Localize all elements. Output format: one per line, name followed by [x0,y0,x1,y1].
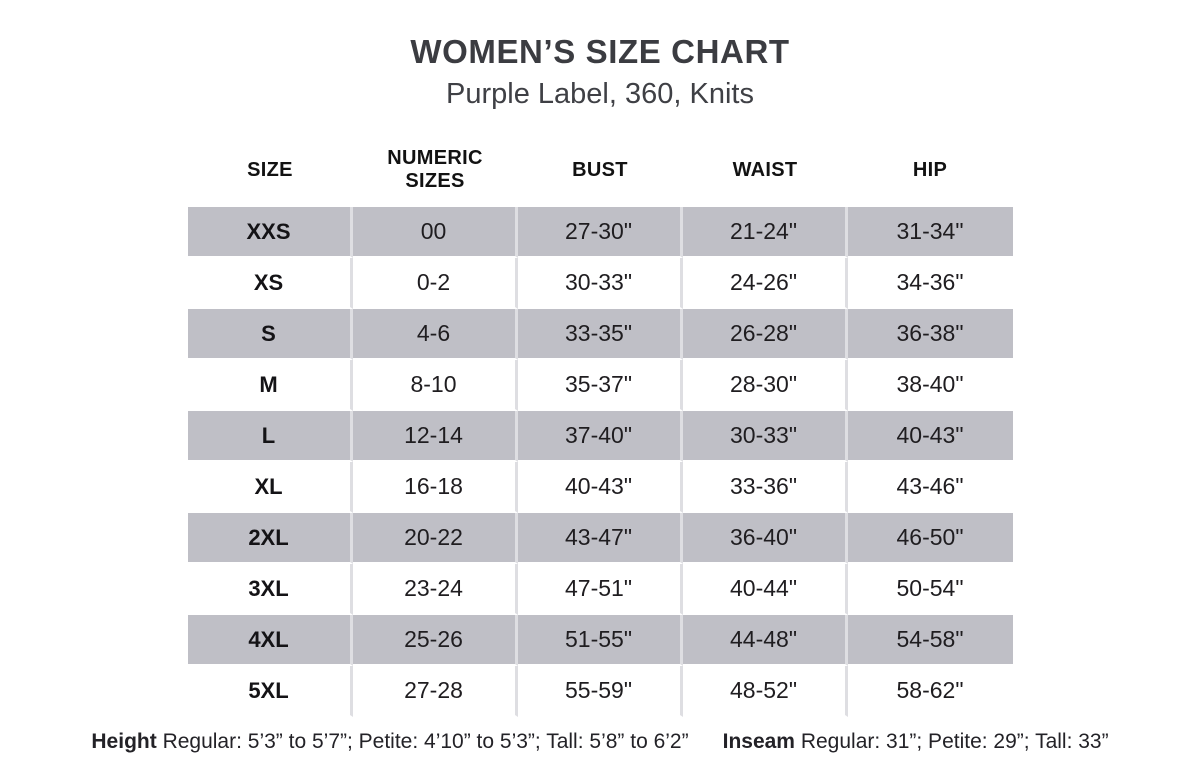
hip-cell: 40-43" [847,411,1013,463]
hip-cell: 58-62" [847,666,1013,718]
table-row-4xl: 4XL 25-26 51-55" 44-48" 54-58" [187,615,1013,667]
hip-cell: 46-50" [847,513,1013,565]
height-note-text: Regular: 5’3” to 5’7”; Petite: 4’10” to … [162,730,689,754]
table-row-5xl: 5XL 27-28 55-59" 48-52" 58-62" [187,666,1013,718]
table-row-xs: XS 0-2 30-33" 24-26" 34-36" [187,258,1013,310]
numeric-sizes-cell: 0-2 [352,258,518,310]
table-row-xxs: XXS 00 27-30" 21-24" 31-34" [187,207,1013,259]
column-header-numeric-sizes: NUMERIC SIZES [387,147,483,193]
height-note: Height Regular: 5’3” to 5’7”; Petite: 4’… [91,730,688,754]
numeric-sizes-cell: 4-6 [352,309,518,361]
waist-cell: 40-44" [682,564,848,616]
inseam-note-label: Inseam [722,730,795,754]
bust-cell: 55-59" [517,666,683,718]
size-chart-table: SIZE NUMERIC SIZES BUST WAIST HIP XXS 00… [187,143,1013,718]
size-cell: XL [187,462,353,514]
numeric-sizes-cell: 20-22 [352,513,518,565]
table-header: SIZE NUMERIC SIZES BUST WAIST HIP [188,143,1013,207]
size-cell: XS [187,258,353,310]
bust-cell: 43-47" [517,513,683,565]
size-cell: 5XL [187,666,353,718]
size-cell: 4XL [187,615,353,667]
size-cell: 2XL [187,513,353,565]
page-title: WOMEN’S SIZE CHART [410,33,790,70]
footnotes: Height Regular: 5’3” to 5’7”; Petite: 4’… [0,730,1200,754]
size-cell: M [187,360,353,412]
table-row-xl: XL 16-18 40-43" 33-36" 43-46" [187,462,1013,514]
waist-cell: 48-52" [682,666,848,718]
inseam-note-text: Regular: 31”; Petite: 29”; Tall: 33” [800,730,1109,754]
waist-cell: 26-28" [682,309,848,361]
waist-cell: 24-26" [682,258,848,310]
column-header-waist: WAIST [732,158,798,181]
bust-cell: 40-43" [517,462,683,514]
waist-cell: 44-48" [682,615,848,667]
size-cell: XXS [187,207,353,259]
waist-cell: 33-36" [682,462,848,514]
hip-cell: 34-36" [847,258,1013,310]
table-row-2xl: 2XL 20-22 43-47" 36-40" 46-50" [187,513,1013,565]
bust-cell: 30-33" [517,258,683,310]
numeric-sizes-cell: 25-26 [352,615,518,667]
table-body: XXS 00 27-30" 21-24" 31-34" XS 0-2 30-33… [187,207,1013,718]
hip-cell: 31-34" [847,207,1013,259]
numeric-sizes-cell: 16-18 [352,462,518,514]
table-row-m: M 8-10 35-37" 28-30" 38-40" [187,360,1013,412]
waist-cell: 36-40" [682,513,848,565]
size-chart-page: WOMEN’S SIZE CHART Purple Label, 360, Kn… [0,33,1200,784]
numeric-sizes-cell: 23-24 [352,564,518,616]
numeric-sizes-cell: 00 [352,207,518,259]
bust-cell: 37-40" [517,411,683,463]
table-row-l: L 12-14 37-40" 30-33" 40-43" [187,411,1013,463]
bust-cell: 51-55" [517,615,683,667]
hip-cell: 54-58" [847,615,1013,667]
numeric-sizes-cell: 8-10 [352,360,518,412]
bust-cell: 27-30" [517,207,683,259]
bust-cell: 33-35" [517,309,683,361]
size-cell: L [187,411,353,463]
waist-cell: 21-24" [682,207,848,259]
hip-cell: 50-54" [847,564,1013,616]
page-subtitle: Purple Label, 360, Knits [446,78,754,111]
column-header-size: SIZE [247,158,293,181]
column-header-bust: BUST [572,158,628,181]
inseam-note: Inseam Regular: 31”; Petite: 29”; Tall: … [723,730,1109,754]
height-note-label: Height [91,730,157,754]
column-header-hip: HIP [912,158,948,181]
waist-cell: 30-33" [682,411,848,463]
hip-cell: 36-38" [847,309,1013,361]
hip-cell: 43-46" [847,462,1013,514]
hip-cell: 38-40" [847,360,1013,412]
size-cell: S [187,309,353,361]
size-cell: 3XL [187,564,353,616]
numeric-sizes-cell: 27-28 [352,666,518,718]
bust-cell: 35-37" [517,360,683,412]
header-row: SIZE NUMERIC SIZES BUST WAIST HIP [188,143,1013,207]
table-row-3xl: 3XL 23-24 47-51" 40-44" 50-54" [187,564,1013,616]
numeric-sizes-cell: 12-14 [352,411,518,463]
bust-cell: 47-51" [517,564,683,616]
table-row-s: S 4-6 33-35" 26-28" 36-38" [187,309,1013,361]
waist-cell: 28-30" [682,360,848,412]
